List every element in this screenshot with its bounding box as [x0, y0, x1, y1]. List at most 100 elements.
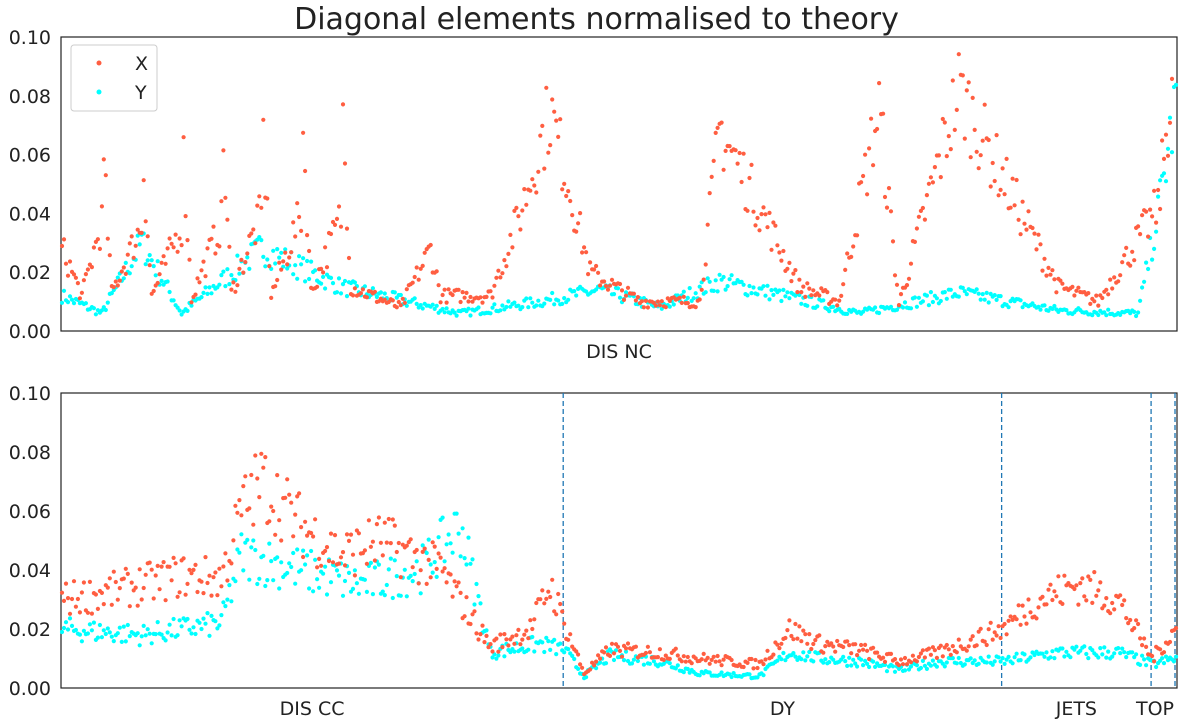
data-point: [861, 647, 866, 652]
y-tick-label: 0.08: [9, 442, 51, 464]
data-point: [323, 245, 328, 250]
data-point: [1062, 573, 1067, 578]
data-point: [490, 295, 495, 300]
data-point: [693, 291, 698, 296]
data-point: [1158, 206, 1163, 212]
data-point: [436, 551, 441, 556]
data-point: [954, 661, 959, 666]
data-point: [1048, 655, 1053, 660]
data-point: [257, 495, 262, 500]
data-point: [398, 593, 403, 598]
y-tick-label: 0.02: [9, 262, 51, 284]
data-point: [209, 593, 214, 598]
data-point: [133, 585, 138, 590]
data-point: [500, 645, 505, 650]
data-point: [719, 670, 724, 675]
data-point: [857, 648, 862, 653]
data-point: [1046, 587, 1051, 592]
data-point: [159, 260, 164, 265]
data-point: [968, 656, 973, 661]
data-point: [1104, 313, 1109, 318]
data-point: [225, 267, 230, 272]
data-point: [287, 255, 292, 260]
data-point: [877, 310, 882, 316]
data-point: [392, 290, 397, 295]
data-point: [631, 291, 637, 296]
data-point: [970, 634, 975, 639]
data-point: [1173, 626, 1179, 631]
data-point: [1122, 650, 1127, 655]
data-point: [460, 290, 465, 295]
data-point: [855, 653, 860, 658]
data-point: [221, 148, 226, 153]
data-point: [944, 154, 949, 159]
data-point: [291, 550, 296, 556]
data-point: [149, 258, 154, 263]
data-point: [556, 591, 561, 597]
data-point: [323, 564, 328, 569]
data-point: [420, 543, 425, 548]
data-point: [998, 187, 1003, 192]
data-point: [888, 651, 894, 657]
data-point: [1156, 187, 1161, 193]
data-point: [990, 662, 995, 667]
data-point: [117, 586, 122, 591]
data-point: [675, 663, 680, 668]
data-point: [902, 668, 908, 673]
data-point: [496, 653, 501, 658]
data-point: [1086, 574, 1091, 579]
data-point: [153, 632, 158, 637]
data-point: [566, 189, 571, 194]
data-point: [510, 245, 515, 250]
data-point: [952, 127, 957, 132]
data-point: [255, 203, 260, 208]
data-point: [801, 650, 806, 655]
data-point: [235, 547, 240, 552]
data-point: [129, 234, 134, 239]
data-point: [542, 601, 547, 606]
data-point: [203, 555, 208, 560]
data-point: [496, 649, 501, 654]
data-point: [859, 180, 864, 185]
data-point: [763, 293, 768, 298]
data-point: [974, 643, 979, 648]
data-point: [799, 639, 804, 644]
data-point: [219, 613, 224, 618]
data-point: [171, 616, 176, 622]
data-point: [803, 294, 808, 299]
data-point: [1028, 655, 1033, 660]
data-point: [482, 640, 487, 645]
data-point: [69, 623, 75, 629]
data-point: [520, 646, 525, 651]
data-point: [484, 628, 489, 633]
data-point: [755, 665, 760, 671]
data-point: [95, 237, 100, 242]
data-point: [795, 290, 800, 295]
data-point: [372, 558, 377, 563]
data-point: [135, 631, 140, 636]
data-point: [392, 558, 397, 563]
data-point: [115, 631, 120, 636]
data-point: [791, 271, 796, 276]
data-point: [771, 652, 776, 657]
data-point: [243, 260, 248, 265]
data-point: [625, 285, 631, 290]
data-point: [1018, 622, 1023, 627]
data-point: [390, 517, 395, 522]
data-point: [398, 292, 403, 298]
data-point: [867, 656, 872, 662]
data-point: [342, 578, 348, 584]
data-point: [940, 654, 945, 659]
data-point: [809, 293, 814, 298]
data-point: [67, 259, 73, 264]
data-point: [370, 592, 375, 597]
data-point: [127, 634, 132, 639]
data-point: [773, 223, 778, 228]
data-point: [117, 625, 122, 630]
data-point: [317, 585, 322, 590]
data-point: [755, 215, 760, 221]
data-point: [374, 522, 379, 527]
data-point: [127, 271, 132, 276]
data-point: [65, 596, 71, 601]
data-point: [257, 576, 262, 581]
